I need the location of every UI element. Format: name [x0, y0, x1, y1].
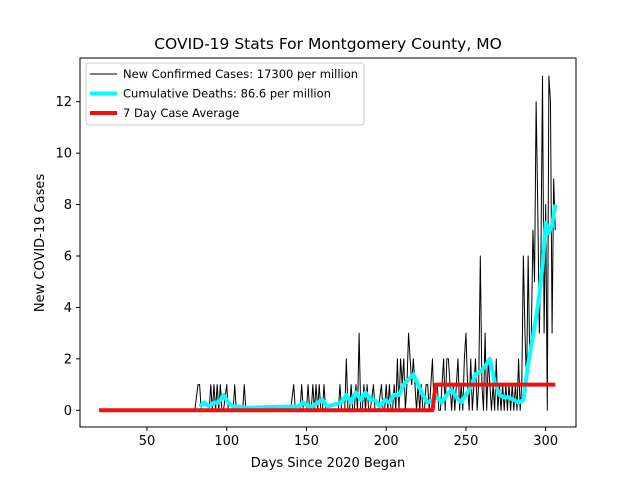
y-tick-label: 2: [64, 352, 72, 367]
legend-entry-3: 7 Day Case Average: [123, 106, 239, 120]
series-line-2: [198, 204, 558, 410]
legend-box: [85, 62, 365, 126]
x-tick-label: 150: [294, 434, 319, 449]
y-tick-label: 12: [55, 95, 72, 110]
y-tick-label: 0: [64, 404, 72, 419]
series-line-3: [99, 382, 556, 413]
y-tick-label: 4: [64, 301, 72, 316]
x-axis-label: Days Since 2020 Began: [251, 456, 406, 471]
x-tick-label: 250: [454, 434, 479, 449]
y-tick-label: 10: [55, 147, 72, 162]
legend-entry-2: Cumulative Deaths: 86.6 per million: [123, 87, 331, 101]
x-tick-label: 50: [139, 434, 156, 449]
y-axis-label: New COVID-19 Cases: [33, 174, 48, 312]
x-tick-label: 200: [374, 434, 399, 449]
plot-area: 50 100 150 200 250 300 0 2 4 6 8 10 12: [55, 57, 577, 449]
legend: New Confirmed Cases: 17300 per million Cu…: [85, 62, 365, 126]
chart-title: COVID-19 Stats For Montgomery County, MO: [154, 35, 502, 53]
y-tick-label: 6: [64, 250, 72, 265]
x-tick-label: 100: [214, 434, 239, 449]
axes-frame: [79, 57, 577, 428]
x-tick-label: 300: [533, 434, 558, 449]
y-tick-label: 8: [64, 198, 72, 213]
legend-entry-1: New Confirmed Cases: 17300 per million: [123, 67, 358, 81]
